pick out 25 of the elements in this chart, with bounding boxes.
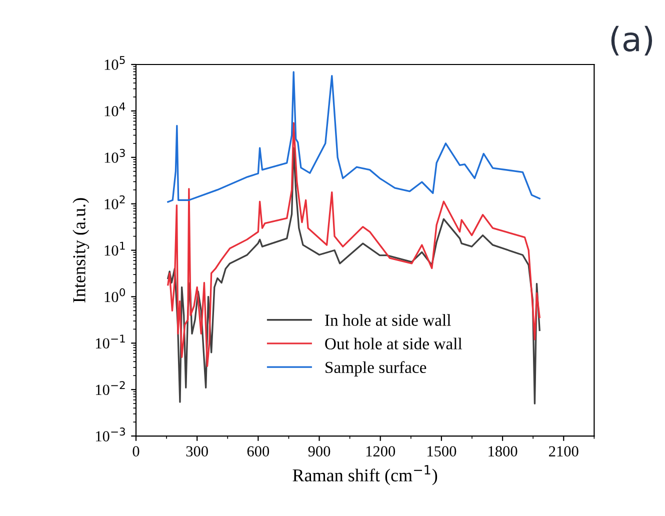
y-tick-label: 10$^{2}$ <box>104 195 125 210</box>
line-series <box>167 147 540 404</box>
x-tick-label: 2100 <box>549 446 578 456</box>
legend-label: Sample surface <box>326 361 426 376</box>
x-tick-label: 1200 <box>366 446 396 456</box>
y-tick-label: 10$^{0}$ <box>104 288 126 302</box>
x-tick-label: 300 <box>186 446 208 456</box>
y-tick-label: 10$^{−2}$ <box>96 381 125 396</box>
line-series <box>167 71 540 203</box>
y-tick-label: 10$^{5}$ <box>104 56 125 70</box>
y-tick-label: 10$^{−3}$ <box>96 428 125 442</box>
legend-label: Out hole at side wall <box>325 338 462 350</box>
y-axis-title: Intensity (a.u.) <box>72 198 90 303</box>
y-tick-label: 10$^{−1}$ <box>96 334 125 349</box>
legend-label: In hole at side wall <box>325 314 451 326</box>
x-tick-label: 1800 <box>488 446 518 456</box>
y-tick-label: 10$^{3}$ <box>104 148 125 163</box>
y-tick-label: 10$^{1}$ <box>104 242 125 256</box>
x-tick-label: 900 <box>308 446 330 456</box>
text: (a) <box>611 26 652 56</box>
x-tick-label: 1500 <box>428 446 456 456</box>
x-axis-title: Raman shift (cm$^{−1}$) <box>292 465 438 486</box>
x-tick-label: 600 <box>247 446 270 456</box>
x-tick-label: 0 <box>132 446 140 456</box>
y-tick-label: 10$^{4}$ <box>104 102 126 116</box>
